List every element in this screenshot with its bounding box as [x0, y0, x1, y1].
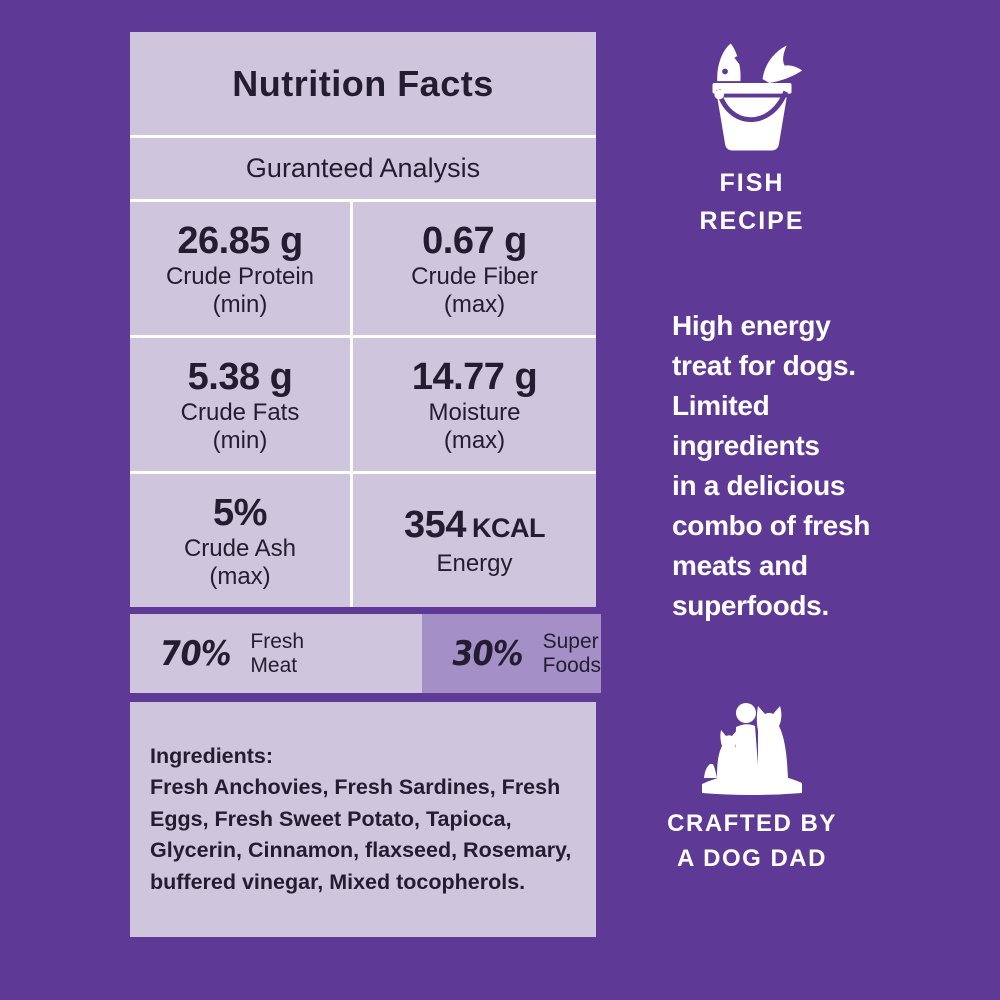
recipe-badge-line: RECIPE — [699, 207, 805, 235]
fish-bucket-icon — [712, 43, 803, 151]
product-description: High energy treat for dogs. Limited ingr… — [672, 306, 982, 626]
nutrient-value: 14.77 g — [411, 355, 538, 398]
panel-title: Nutrition Facts — [130, 32, 596, 135]
ingredients-heading: Ingredients: — [150, 743, 274, 768]
crafted-badge-text: CRAFTED BY A DOG DAD — [658, 806, 846, 876]
nutrient-label: Crude Fiber — [411, 262, 538, 290]
fresh-meat-percent: 70% — [157, 633, 234, 674]
nutrient-value: 5% — [213, 491, 267, 534]
crafted-badge-line: A DOG DAD — [677, 845, 827, 872]
composition-bar: 70% Fresh Meat 30% Super Foods — [130, 614, 601, 693]
nutrient-label: Energy — [436, 550, 513, 577]
fresh-meat-label: Fresh Meat — [250, 629, 305, 677]
nutrient-qualifier: (max) — [443, 426, 506, 454]
super-foods-label: Super Foods — [542, 629, 601, 677]
ingredients-line: Eggs, Fresh Sweet Potato, Tapioca, — [150, 806, 512, 831]
nutrient-cell-moisture: 14.77 g Moisture (max) — [353, 338, 596, 471]
recipe-badge-line: FISH — [719, 169, 785, 197]
nutrient-label: Moisture — [428, 398, 521, 426]
crafted-by-badge: CRAFTED BY A DOG DAD — [658, 696, 846, 876]
nutrient-qualifier: (min) — [212, 290, 268, 318]
super-foods-segment: 30% Super Foods — [422, 614, 601, 693]
nutrient-qualifier: (min) — [212, 426, 268, 454]
ingredients-line: buffered vinegar, Mixed tocopherols. — [150, 869, 526, 894]
nutrient-label: Crude Fats — [180, 398, 300, 426]
ingredients-line: Fresh Anchovies, Fresh Sardines, Fresh — [150, 775, 561, 800]
description-line: in a delicious — [672, 470, 846, 501]
nutrient-cell-crude-protein: 26.85 g Crude Protein (min) — [130, 202, 350, 335]
panel-subtitle: Guranteed Analysis — [130, 138, 596, 199]
nutrient-cell-crude-fats: 5.38 g Crude Fats (min) — [130, 338, 350, 471]
description-line: ingredients — [672, 430, 820, 461]
description-line: Limited — [672, 390, 770, 421]
nutrient-value: 354 KCAL — [404, 503, 545, 550]
nutrient-label: Crude Protein — [165, 262, 315, 290]
nutrient-cell-energy: 354 KCAL Energy — [353, 474, 596, 607]
nutrient-value: 0.67 g — [422, 219, 527, 262]
nutrient-value: 26.85 g — [177, 219, 303, 262]
ingredients-box: Ingredients: Fresh Anchovies, Fresh Sard… — [130, 702, 596, 937]
description-line: combo of fresh — [672, 510, 871, 541]
nutrient-cell-crude-fiber: 0.67 g Crude Fiber (max) — [353, 202, 596, 335]
fish-recipe-badge: FISH RECIPE — [658, 40, 846, 240]
ingredients-line: Glycerin, Cinnamon, flaxseed, Rosemary, — [150, 838, 572, 863]
energy-number: 354 — [404, 504, 466, 546]
super-foods-percent: 30% — [449, 633, 526, 674]
dog-dad-icon — [702, 703, 802, 795]
nutrient-label: Crude Ash — [183, 534, 297, 562]
nutrient-grid: 26.85 g Crude Protein (min) 0.67 g Crude… — [130, 202, 596, 607]
energy-unit: KCAL — [471, 513, 546, 543]
nutrient-qualifier: (max) — [209, 562, 271, 590]
nutrient-value: 5.38 g — [187, 355, 293, 398]
nutrient-qualifier: (max) — [443, 290, 506, 318]
fresh-meat-segment: 70% Fresh Meat — [130, 614, 423, 693]
nutrition-facts-panel: Nutrition Facts Guranteed Analysis 26.85… — [130, 32, 596, 607]
fish-badge-text: FISH RECIPE — [658, 164, 846, 240]
description-line: High energy — [672, 310, 831, 341]
description-line: superfoods. — [672, 590, 829, 621]
description-line: treat for dogs. — [672, 350, 856, 381]
description-line: meats and — [672, 550, 808, 581]
nutrient-cell-crude-ash: 5% Crude Ash (max) — [130, 474, 350, 607]
crafted-badge-line: CRAFTED BY — [667, 810, 837, 837]
